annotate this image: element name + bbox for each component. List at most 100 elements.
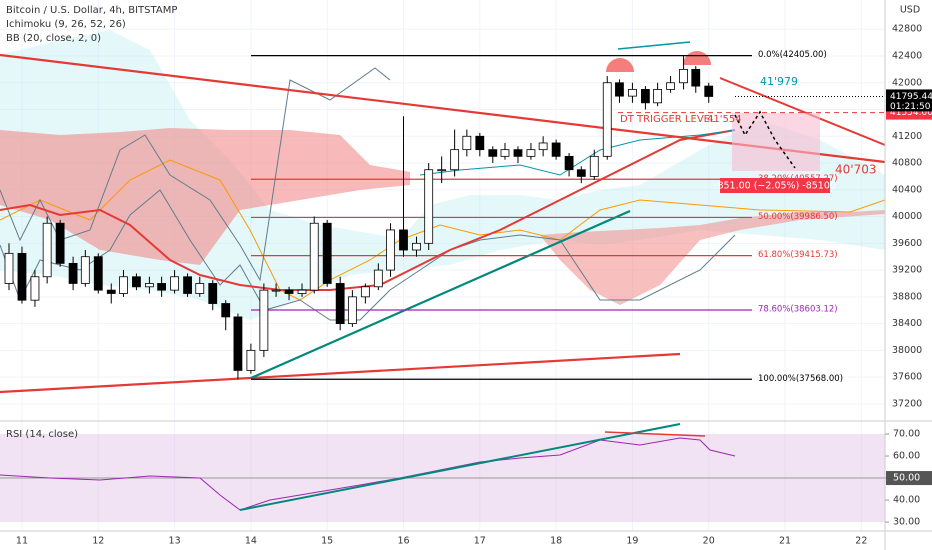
rsi-trendline [239, 423, 681, 511]
y-tick-label: 38400 [892, 318, 922, 329]
x-tick-label: 12 [92, 536, 104, 547]
ichimoku-cloud-green [0, 30, 885, 320]
measure-label: -851.00 (−2.05%) -85100 [714, 181, 836, 192]
candle-body [551, 142, 561, 157]
annotation: DT TRIGGER LEVEL [620, 114, 716, 125]
arrow [617, 41, 691, 50]
rsi-line [0, 437, 736, 511]
rsi-tick-label: 50.00 [893, 473, 920, 484]
candle-body [526, 149, 536, 157]
fib-label: 100.00%(37568.00) [758, 374, 843, 384]
candle-body [132, 276, 141, 288]
candle-body [195, 283, 205, 294]
y-tick-label: 39600 [892, 238, 922, 249]
candle-body [170, 276, 179, 291]
candle-body [628, 89, 637, 97]
bb-basis [0, 129, 736, 291]
x-tick-label: 22 [855, 536, 867, 547]
fib-label: 50.00%(39986.50) [758, 212, 838, 222]
countdown: 01:21:50 [890, 102, 931, 112]
candle-body [233, 316, 243, 371]
y-tick-label: 39200 [892, 265, 922, 276]
candle-body [679, 68, 688, 84]
candle-body [80, 256, 90, 284]
candle-body [538, 142, 548, 151]
y-tick-label: 41200 [892, 131, 922, 142]
candle-body [475, 135, 485, 151]
candle-body [513, 149, 523, 157]
rsi-title: RSI (14, close) [6, 429, 78, 440]
projection-path [734, 110, 796, 169]
trendline [719, 77, 886, 146]
candle-body [589, 155, 599, 177]
candle-body [347, 296, 357, 324]
candle-body [284, 289, 294, 294]
candle-body [106, 289, 116, 294]
y-tick-label: 37200 [892, 398, 922, 409]
candle-body [271, 289, 281, 292]
x-tick-label: 18 [550, 536, 562, 547]
annotation: 41'979 [760, 75, 798, 88]
trendline [250, 209, 631, 380]
candle-body [4, 252, 14, 284]
ichimoku-lagging-line [0, 189, 736, 321]
candle-body [488, 149, 498, 157]
candle-body [297, 289, 307, 294]
candle-body [246, 349, 256, 371]
candle-body [373, 269, 383, 288]
indicator-legend: Ichimoku (9, 26, 52, 26) [6, 19, 126, 30]
candle-body [322, 222, 332, 284]
double-top [606, 58, 634, 72]
ichimoku-base-line [0, 159, 886, 301]
candle-body [615, 82, 624, 97]
y-tick-label: 40400 [892, 184, 922, 195]
candle-body [221, 303, 231, 318]
trigger-price-label: 41554.00 [890, 108, 932, 118]
candle-body [462, 135, 472, 151]
ichimoku-cloud-red [540, 210, 885, 305]
double-top [683, 51, 711, 65]
candle-body [640, 89, 650, 104]
candle-body [576, 169, 586, 177]
candle-body [412, 242, 421, 251]
candle-body [564, 155, 574, 171]
candle-body [399, 229, 408, 251]
x-tick-label: 13 [169, 536, 181, 547]
annotation: 41'554 [707, 114, 742, 125]
fib-label: 0.0%(42405.00) [758, 50, 827, 60]
ichimoku-conversion [419, 129, 736, 176]
rsi-divergence [604, 431, 706, 437]
y-tick-label: 40000 [892, 211, 922, 222]
rsi-tick-label: 30.00 [893, 517, 920, 528]
candle-body [424, 169, 434, 244]
candle-body [68, 262, 78, 284]
candle-body [157, 283, 167, 291]
candle-body [93, 256, 103, 291]
candle-body [309, 222, 319, 291]
y-tick-label: 42400 [892, 50, 922, 61]
candle-body [704, 85, 714, 97]
fib-label: 78.60%(38603.12) [758, 305, 838, 315]
rsi-tick-label: 60.00 [893, 451, 920, 462]
candle-body [208, 283, 218, 304]
candle-body [691, 68, 701, 87]
currency: USD [900, 5, 920, 16]
y-tick-label: 42800 [892, 24, 922, 35]
y-tick-label: 42000 [892, 77, 922, 88]
candle-body [437, 169, 447, 172]
candle-body [145, 283, 154, 288]
x-tick-label: 15 [321, 536, 333, 547]
candle-body [30, 276, 40, 301]
x-tick-label: 19 [626, 536, 638, 547]
y-tick-label: 38000 [892, 345, 922, 356]
candle-body [55, 222, 65, 264]
candle-body [653, 89, 663, 104]
measure-box [720, 178, 830, 193]
price-tag [886, 89, 932, 112]
x-tick-label: 14 [245, 536, 257, 547]
rsi-tick-tag [886, 471, 932, 486]
last-price-label: 41795.44 [890, 92, 932, 102]
y-tick-label: 38800 [892, 291, 922, 302]
